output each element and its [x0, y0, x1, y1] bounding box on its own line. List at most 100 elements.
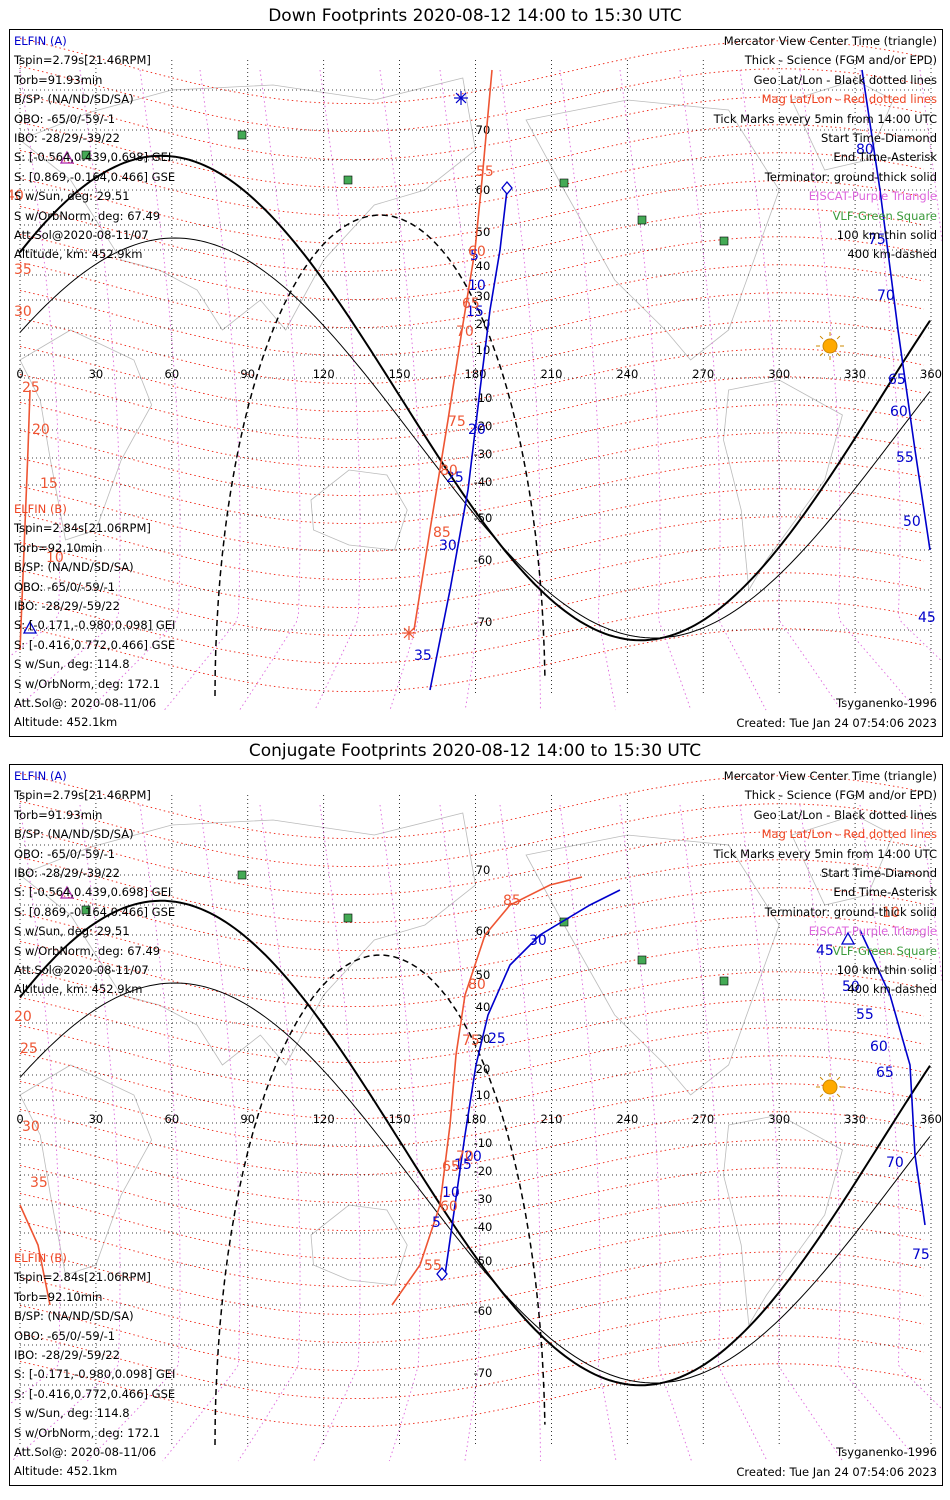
continent-outline [310, 469, 408, 551]
model-label: Tsyganenko-1996 [836, 1445, 937, 1459]
sun-ray [836, 352, 841, 357]
footprint-100km-line [19, 982, 931, 1384]
vlf-station-marker [637, 215, 647, 225]
continent-outline [19, 812, 476, 1066]
elfin-b-tick-label: 10 [882, 905, 900, 921]
footprint-100km-line [19, 237, 931, 639]
elfin-b-tick-label: 35 [30, 1175, 48, 1191]
start-diamond-marker [436, 1266, 448, 1282]
terminator-line [19, 154, 931, 642]
elfin-b-line: S: [-0.171,-0.980,0.098] GEI [14, 1367, 176, 1382]
elfin-a-line: OBO: -65/0/-59/-1 [14, 846, 116, 861]
sun-ray [819, 352, 824, 357]
elfin-b-track [19, 389, 31, 651]
elfin-a-label: ELFIN (A) [14, 34, 67, 48]
elfin-a-line: Altitude, km: 452.9km [14, 247, 143, 262]
mag-lon-line [859, 804, 942, 1410]
lon-label: 150 [389, 1112, 411, 1126]
elfin-b-line: Altitude: 452.1km [14, 715, 118, 730]
mag-lat-line [19, 598, 925, 665]
elfin-a-line: IBO: -28/29/-39/22 [14, 866, 120, 881]
footprint-400km-line [214, 954, 546, 1446]
elfin-a-tick-label: 30 [529, 933, 547, 949]
elfin-b-tick-label: 75 [462, 1033, 480, 1049]
elfin-b-tick-label: 85 [433, 525, 451, 541]
mag-lat-line [19, 66, 925, 133]
vlf-station-marker [719, 976, 729, 986]
vlf-station-marker [559, 917, 569, 927]
lon-label: 210 [540, 367, 562, 381]
mag-lon-line [679, 804, 768, 1462]
lat-label: -20 [474, 419, 493, 433]
lat-label: 30 [476, 289, 491, 303]
elfin-a-line: Att.Sol@2020-08-11/07 [14, 228, 149, 243]
elfin-b-label: ELFIN (B) [14, 502, 67, 516]
elfin-a-tick-label: 45 [918, 610, 936, 626]
elfin-b-line: IBO: -28/29/-59/22 [14, 599, 120, 614]
elfin-b-tick-label: 75 [448, 414, 466, 430]
mag-lat-line [19, 234, 925, 301]
elfin-b-line: S w/Sun, deg: 114.8 [14, 1406, 130, 1421]
elfin-a-tick-label: 50 [903, 514, 921, 530]
mag-lat-line [19, 1193, 925, 1260]
lon-label: 0 [16, 1112, 23, 1126]
mag-lon-line [439, 804, 481, 1462]
lon-label: 300 [768, 1112, 790, 1126]
elfin-a-tick-label: 10 [442, 1185, 460, 1201]
vlf-station-marker [559, 178, 569, 188]
elfin-b-tick-label: 80 [440, 463, 458, 479]
vlf-station-marker [637, 955, 647, 965]
elfin-a-line: S w/Sun, deg: 29.51 [14, 189, 130, 204]
mag-lat-line [19, 150, 925, 217]
continent-outline [791, 814, 894, 906]
map-conjugate: 0 30 60 90 120 150 180 210 240 270 300 330 360706050… [10, 773, 942, 1462]
mag-lat-line [19, 262, 925, 329]
mag-lon-line [379, 804, 421, 1462]
mag-lat-line [19, 94, 925, 161]
vlf-station-marker [237, 870, 247, 880]
elfin-b-tick-label: 25 [22, 380, 40, 396]
mag-lat-line [19, 1277, 925, 1344]
lon-label: 150 [389, 367, 411, 381]
sun-icon [822, 338, 838, 354]
elfin-b-tick-label: 80 [468, 977, 486, 993]
elfin-b-line: S w/Sun, deg: 114.8 [14, 657, 130, 672]
legend-item: Thick - Science (FGM and/or EPD) [744, 788, 937, 803]
mag-lat-line [19, 773, 925, 840]
elfin-b-tick-label: 20 [32, 422, 50, 438]
elfin-a-tick-label: 15 [466, 304, 484, 320]
continent-outline [525, 99, 780, 361]
elfin-a-tick-label: 50 [842, 979, 860, 995]
elfin-b-line: Tspin=2.84s[21.06RPM] [14, 1270, 151, 1285]
vlf-station-marker [237, 130, 247, 140]
legend-item: Geo Lat/Lon - Black dotted lines [753, 807, 937, 822]
elfin-b-tick-label: 20 [14, 1009, 32, 1025]
sun-ray [819, 1076, 824, 1081]
lon-label: 30 [89, 1112, 104, 1126]
mag-lat-line [19, 913, 925, 980]
elfin-a-line: S w/OrbNorm, deg: 67.49 [14, 208, 161, 223]
continent-outline [19, 77, 476, 331]
elfin-a-tick-label: 5 [432, 1215, 441, 1231]
elfin-a-line: S: [0.869,-0.164,0.466] GSE [14, 904, 176, 919]
mag-lat-line [19, 514, 925, 581]
lon-label: 30 [89, 367, 104, 381]
mag-lon-line [237, 804, 301, 1462]
mag-lat-line [19, 318, 925, 385]
elfin-a-line: Tspin=2.79s[21.46RPM] [14, 788, 151, 803]
mag-lat-line [19, 1137, 925, 1204]
lat-label: 60 [476, 924, 491, 938]
mag-lon-line [86, 804, 181, 1462]
mag-lat-line [19, 430, 925, 497]
mag-lat-line [19, 206, 925, 273]
mag-lat-line [19, 1333, 925, 1400]
lon-label: 60 [165, 367, 180, 381]
elfin-a-track [859, 929, 926, 1226]
mag-lat-line [19, 1305, 925, 1372]
legend-item: Mag Lat/Lon - Red dotted lines [761, 92, 937, 107]
elfin-b-tick-label: 55 [476, 164, 494, 180]
view-center-triangle [22, 620, 38, 634]
mag-lon-line [239, 69, 301, 711]
mag-lon-line [379, 69, 421, 711]
elfin-a-tick-label: 55 [856, 1007, 874, 1023]
